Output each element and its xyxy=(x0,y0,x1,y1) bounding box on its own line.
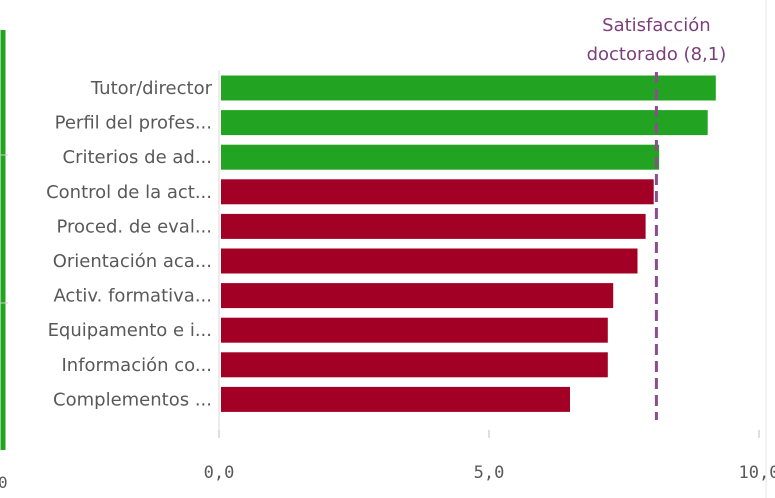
reference-label-line1: Satisfacción xyxy=(602,15,710,36)
bar[interactable] xyxy=(221,213,646,239)
x-tick-label: 0,0 xyxy=(204,463,235,483)
category-label: Proced. de eval... xyxy=(56,216,212,237)
bar[interactable] xyxy=(221,179,654,205)
bar[interactable] xyxy=(221,110,708,136)
x-tick-label: 5,0 xyxy=(474,463,505,483)
left-panel-tick-label: 0 xyxy=(0,473,8,492)
bar[interactable] xyxy=(221,317,608,343)
category-label: Equipamento e i... xyxy=(48,320,212,341)
bar[interactable] xyxy=(221,144,660,170)
bar[interactable] xyxy=(221,248,638,274)
bar[interactable] xyxy=(221,283,614,309)
category-label: Tutor/director xyxy=(90,78,213,99)
x-tick-label: 10,0 xyxy=(739,463,775,483)
x-axis: 0,0 5,0 10,0 xyxy=(204,70,775,483)
category-label: Complementos ... xyxy=(53,389,212,410)
category-labels: Tutor/director Perfil del profes... Criter… xyxy=(46,78,213,410)
category-label: Criterios de ad... xyxy=(63,147,212,168)
bar[interactable] xyxy=(221,352,608,378)
category-label: Activ. formativa... xyxy=(53,286,212,307)
bar[interactable] xyxy=(221,386,570,412)
category-label: Orientación aca... xyxy=(53,251,212,272)
category-label: Información co... xyxy=(61,355,212,376)
reference-line-group: Satisfacción doctorado (8,1) xyxy=(587,15,727,420)
category-label: Control de la act... xyxy=(46,182,212,203)
reference-label-line2: doctorado (8,1) xyxy=(587,44,727,65)
bar[interactable] xyxy=(221,75,716,101)
bars-layer xyxy=(221,75,716,412)
category-label: Perfil del profes... xyxy=(55,113,212,134)
